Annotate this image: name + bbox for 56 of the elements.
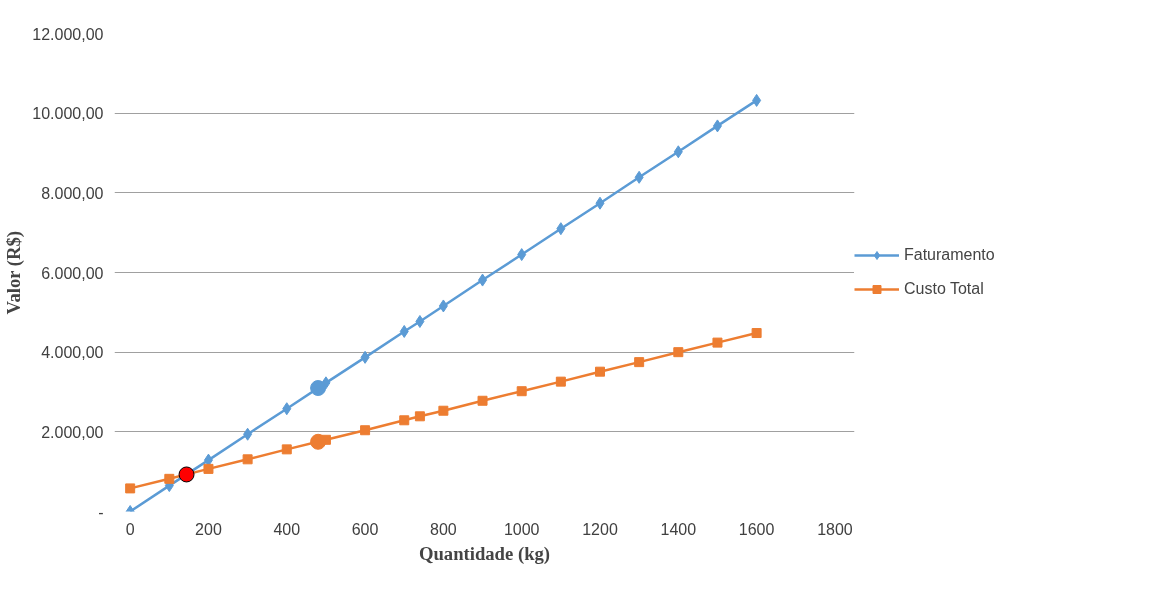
- point: [751, 328, 762, 339]
- y-tick-label: 10.000,00: [32, 105, 104, 123]
- legend-label: Faturamento: [904, 246, 995, 264]
- x-tick-label: 0: [125, 520, 135, 538]
- y-tick-label: -: [98, 503, 104, 521]
- point: [438, 299, 448, 313]
- y-axis-title: Valor (R$): [3, 230, 26, 315]
- point: [516, 386, 527, 397]
- point: [634, 170, 644, 184]
- point: [203, 453, 213, 467]
- point: [673, 347, 684, 358]
- x-tick-label: 1600: [738, 520, 775, 538]
- x-tick-label: 200: [195, 520, 222, 538]
- point: [556, 222, 566, 236]
- point: [517, 248, 527, 262]
- point: [438, 405, 449, 416]
- point: [712, 337, 723, 348]
- point: [673, 145, 683, 159]
- x-axis-title: Quantidade (kg): [418, 542, 551, 565]
- point: [399, 415, 410, 426]
- point: [415, 314, 425, 328]
- y-tick-label: 2.000,00: [41, 423, 104, 441]
- point: [595, 196, 605, 210]
- legend-label: Custo Total: [904, 280, 984, 298]
- x-tick-label: 1800: [817, 520, 853, 538]
- x-tick-label: 1200: [582, 520, 618, 538]
- point: [281, 444, 292, 455]
- y-tick-label: 4.000,00: [41, 344, 104, 362]
- point: [360, 425, 371, 436]
- point: [399, 324, 409, 338]
- x-tick-label: 800: [430, 520, 457, 538]
- x-tick-label: 400: [273, 520, 301, 538]
- x-tick-label: 1400: [660, 520, 697, 538]
- point: [178, 466, 195, 483]
- y-tick-label: 8.000,00: [41, 184, 104, 202]
- point: [634, 357, 645, 368]
- point: [310, 380, 327, 396]
- point: [360, 350, 370, 364]
- point: [555, 376, 566, 387]
- point: [164, 473, 175, 484]
- point: [477, 395, 488, 406]
- point: [478, 273, 488, 287]
- point: [414, 411, 425, 422]
- point: [125, 483, 136, 494]
- x-tick-label: 1000: [503, 520, 540, 538]
- point: [712, 119, 722, 133]
- point: [752, 93, 762, 107]
- y-tick-label: 6.000,00: [41, 264, 104, 282]
- point: [243, 427, 253, 441]
- point: [310, 433, 327, 450]
- point: [282, 402, 292, 416]
- y-tick-label: 12.000,00: [32, 25, 104, 43]
- point: [595, 366, 605, 377]
- x-tick-label: 600: [351, 520, 379, 538]
- point: [242, 454, 253, 465]
- point: [203, 463, 214, 474]
